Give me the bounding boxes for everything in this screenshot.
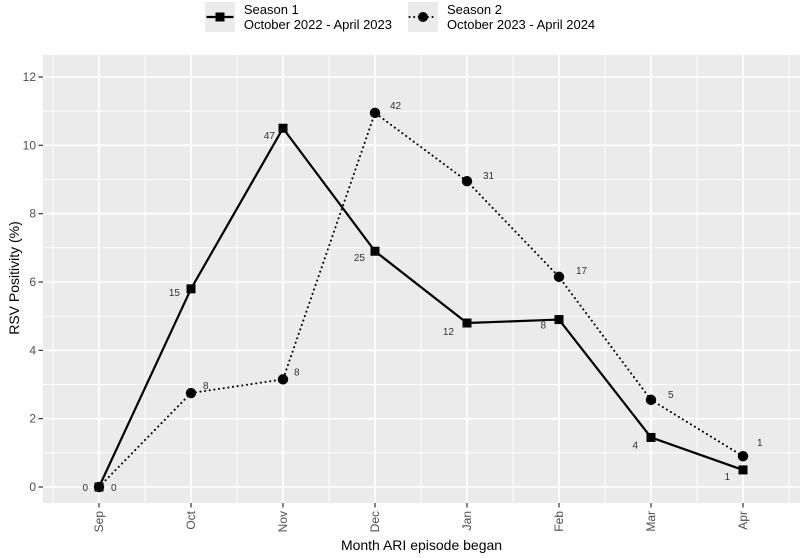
point-label-season-1: 4: [632, 440, 638, 451]
x-tick-label: Feb: [552, 511, 566, 532]
legend-key-solid-square-icon: [204, 2, 235, 32]
marker-season-2: [93, 481, 105, 493]
legend-subtitle-season-2: October 2023 - April 2024: [447, 17, 596, 32]
point-label-season-2: 0: [111, 483, 117, 494]
point-label-season-2: 17: [576, 266, 588, 277]
point-label-season-1: 12: [443, 327, 455, 338]
marker-season-1: [554, 315, 564, 325]
legend-subtitle-season-1: October 2022 - April 2023: [243, 17, 392, 32]
point-label-season-1: 47: [264, 131, 276, 142]
legend-item-season-2: Season 2 October 2023 - April 2024: [408, 2, 595, 32]
marker-season-1: [646, 432, 656, 442]
legend-item-season-1: Season 1 October 2022 - April 2023: [204, 2, 392, 32]
point-label-season-2: 31: [483, 171, 495, 182]
marker-season-1: [186, 284, 196, 294]
marker-season-2: [369, 107, 381, 119]
marker-season-1: [462, 318, 472, 328]
legend-key-dotted-circle-icon: [408, 2, 438, 32]
x-tick-label: Sep: [92, 511, 106, 533]
point-label-season-1: 8: [540, 321, 546, 332]
x-tick-label: Nov: [276, 511, 290, 532]
legend-text-season-2: Season 2 October 2023 - April 2024: [447, 2, 595, 32]
x-axis-title: Month ARI episode began: [340, 537, 503, 553]
point-label-season-1: 15: [169, 288, 181, 299]
marker-season-1: [738, 465, 748, 475]
chart-panel: [43, 55, 800, 503]
marker-season-2: [461, 176, 473, 187]
x-tick-label: Oct: [184, 510, 198, 529]
marker-season-2: [737, 451, 749, 462]
y-tick-label: 8: [29, 207, 36, 221]
series-line-season-2: [98, 111, 744, 488]
x-tick-label: Mar: [644, 511, 658, 532]
point-label-season-1: 0: [82, 483, 88, 494]
marker-season-2: [553, 271, 565, 283]
point-label-season-2: 8: [203, 381, 209, 392]
legend-text-season-1: Season 1 October 2022 - April 2023: [244, 2, 392, 32]
point-label-season-2: 1: [757, 438, 763, 449]
y-tick-label: 2: [29, 412, 36, 426]
point-label-season-2: 5: [668, 390, 674, 401]
y-tick-label: 12: [23, 70, 37, 84]
y-tick-label: 0: [29, 480, 36, 494]
marker-season-2: [645, 394, 657, 406]
point-label-season-2: 8: [294, 367, 300, 378]
point-label-season-1: 1: [724, 472, 730, 483]
legend-title-season-1: Season 1: [243, 2, 299, 17]
chart-legend: Season 1 October 2022 - April 2023 Seaso…: [0, 2, 800, 32]
y-axis-title: RSV Positivity (%): [6, 221, 22, 335]
y-tick-label: 4: [29, 343, 36, 357]
x-tick-label: Jan: [460, 511, 474, 530]
marker-season-2: [277, 374, 289, 385]
legend-title-season-2: Season 2: [447, 2, 502, 17]
marker-season-2: [185, 387, 197, 399]
marker-season-1: [370, 246, 380, 256]
y-tick-label: 6: [29, 275, 36, 289]
marker-season-1: [278, 123, 288, 133]
y-tick-label: 10: [23, 138, 37, 152]
x-tick-label: Apr: [736, 511, 750, 530]
x-tick-label: Dec: [368, 511, 382, 532]
point-label-season-1: 25: [354, 253, 366, 264]
point-label-season-2: 42: [390, 101, 402, 112]
series-line-season-1: [98, 126, 744, 488]
